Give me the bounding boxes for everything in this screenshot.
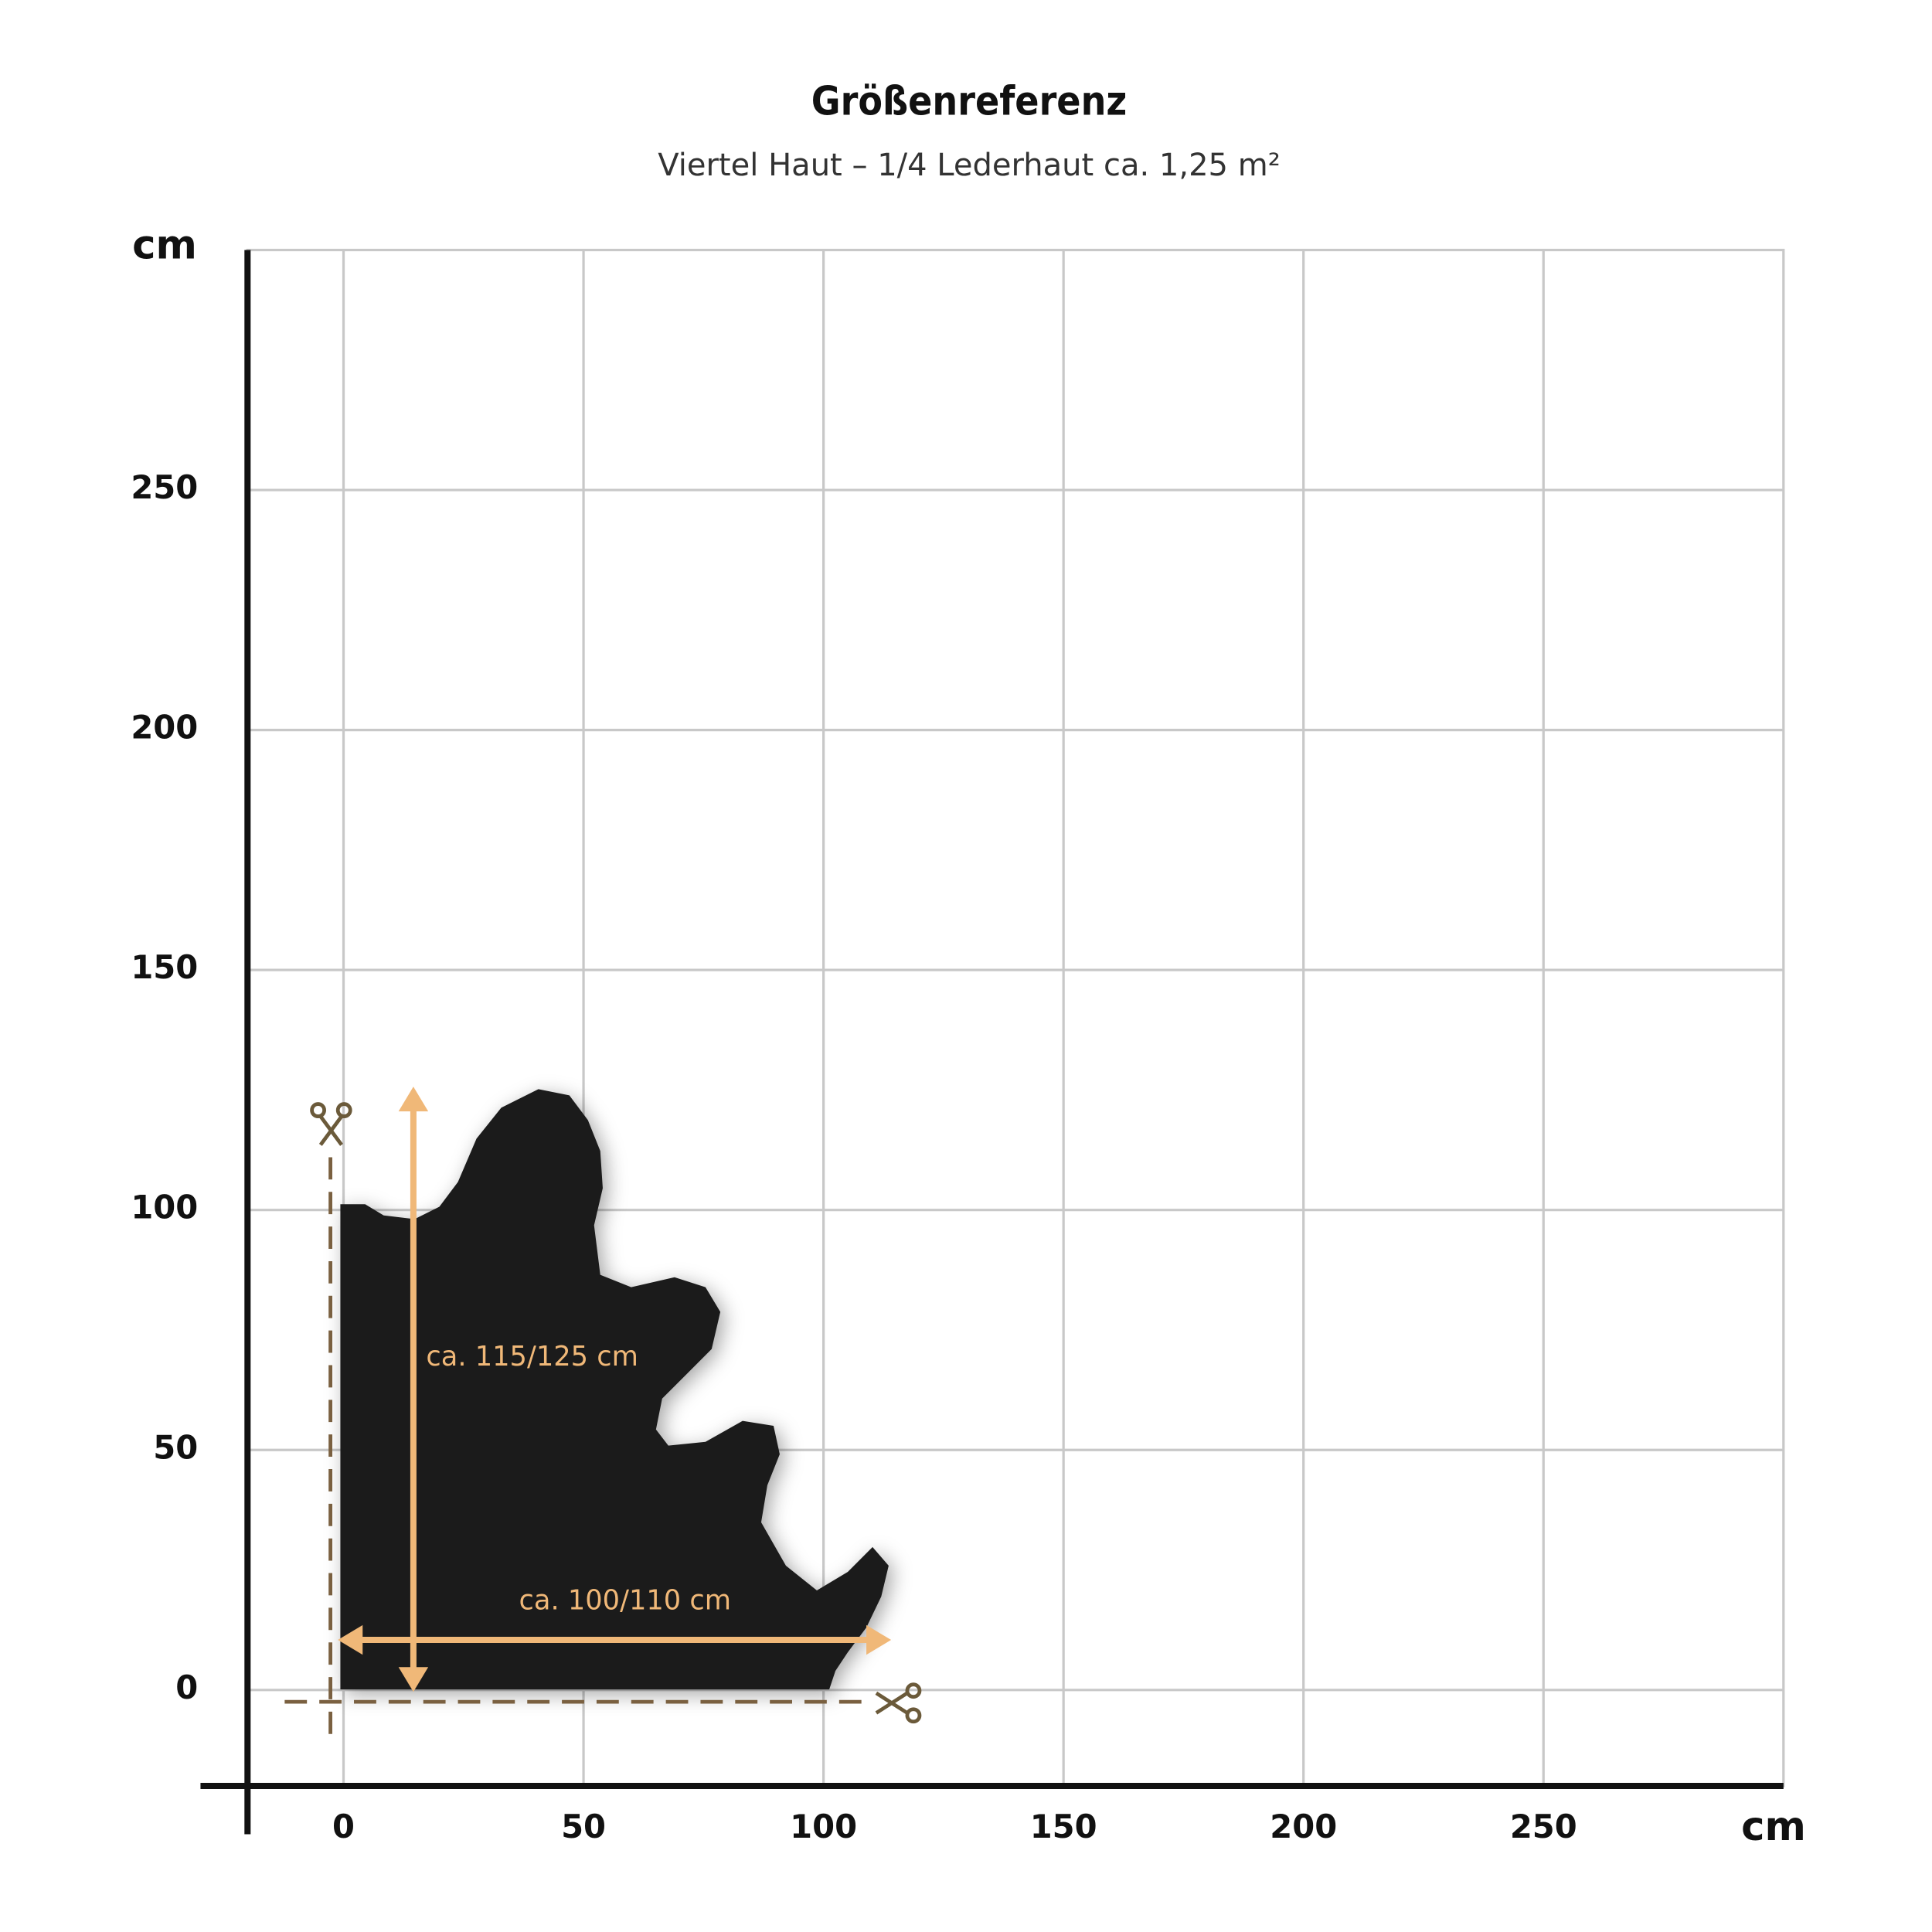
height-label: ca. 115/125 cm — [426, 1341, 638, 1372]
y-tick-label: 0 — [175, 1668, 198, 1706]
x-tick-label: 200 — [1270, 1808, 1337, 1845]
x-tick-label: 150 — [1030, 1808, 1097, 1845]
grid — [247, 250, 1784, 1787]
scissors-icon — [310, 1102, 352, 1146]
scissors-icon — [875, 1682, 922, 1724]
y-axis-unit: cm — [132, 222, 197, 268]
y-tick-label: 200 — [131, 709, 198, 747]
y-tick-label: 50 — [153, 1428, 198, 1466]
x-tick-label: 100 — [790, 1808, 857, 1845]
x-tick-label: 0 — [332, 1808, 355, 1845]
y-tick-label: 100 — [131, 1189, 198, 1226]
y-tick-label: 150 — [131, 948, 198, 986]
subtitle: Viertel Haut – 1/4 Lederhaut ca. 1,25 m² — [658, 148, 1281, 183]
title: Größenreferenz — [811, 79, 1127, 125]
measure-arrow — [338, 1087, 892, 1692]
x-axis-unit: cm — [1741, 1804, 1806, 1850]
x-tick-label: 50 — [561, 1808, 606, 1845]
width-label: ca. 100/110 cm — [519, 1584, 732, 1616]
leather-shape — [340, 1089, 889, 1690]
y-tick-label: 250 — [131, 468, 198, 506]
x-tick-label: 250 — [1510, 1808, 1577, 1845]
